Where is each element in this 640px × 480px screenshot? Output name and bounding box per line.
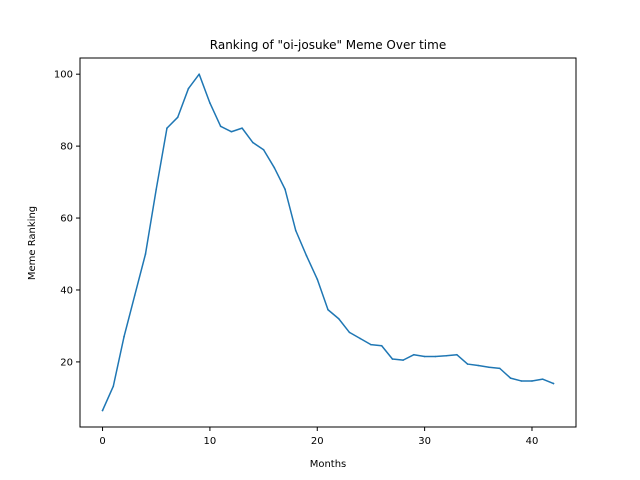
data-point bbox=[133, 294, 136, 297]
data-point bbox=[520, 380, 523, 382]
chart-title: Ranking of "oi-josuke" Meme Over time bbox=[210, 38, 446, 52]
data-point bbox=[144, 253, 147, 255]
data-point bbox=[498, 367, 501, 370]
data-point bbox=[413, 353, 415, 356]
data-point bbox=[241, 127, 243, 129]
y-axis-label: Meme Ranking bbox=[27, 206, 38, 280]
data-point bbox=[294, 229, 297, 232]
x-axis-label: Months bbox=[310, 459, 347, 470]
data-point bbox=[552, 382, 555, 385]
data-point bbox=[445, 354, 447, 357]
y-axis: 20 40 60 80 100 bbox=[54, 70, 80, 368]
data-point bbox=[230, 130, 233, 133]
x-tick-label: 0 bbox=[99, 436, 105, 447]
data-point bbox=[209, 102, 211, 104]
data-point bbox=[112, 385, 115, 388]
data-point bbox=[466, 363, 469, 365]
data-point bbox=[488, 366, 490, 369]
data-point bbox=[252, 141, 254, 144]
data-point bbox=[359, 337, 362, 340]
plot-area bbox=[101, 73, 555, 412]
data-point bbox=[284, 188, 286, 191]
data-point bbox=[531, 380, 533, 382]
data-point bbox=[123, 335, 125, 338]
data-point bbox=[456, 353, 458, 356]
data-point bbox=[316, 278, 319, 280]
data-point bbox=[176, 116, 179, 119]
data-point bbox=[423, 355, 426, 358]
data-point bbox=[380, 344, 383, 347]
data-point bbox=[402, 359, 404, 361]
data-point bbox=[262, 148, 265, 151]
data-point bbox=[391, 358, 394, 360]
axes-frame bbox=[79, 57, 577, 428]
data-point bbox=[305, 255, 308, 257]
data-point bbox=[166, 127, 168, 129]
data-point bbox=[434, 355, 437, 358]
data-point bbox=[187, 87, 190, 90]
data-point bbox=[370, 343, 372, 346]
x-tick-label: 10 bbox=[204, 436, 217, 447]
y-tick-label: 40 bbox=[60, 285, 73, 296]
x-tick-label: 30 bbox=[418, 436, 431, 447]
data-point bbox=[477, 364, 480, 367]
y-tick-label: 80 bbox=[60, 142, 73, 153]
data-point bbox=[198, 73, 200, 75]
data-point bbox=[155, 188, 158, 191]
data-point bbox=[541, 378, 544, 380]
y-tick-label: 20 bbox=[60, 357, 73, 368]
x-tick-label: 40 bbox=[526, 436, 539, 447]
x-tick-label: 20 bbox=[311, 436, 324, 447]
data-point bbox=[348, 331, 351, 334]
data-point bbox=[509, 377, 512, 379]
x-axis: 0 10 20 30 40 bbox=[99, 427, 538, 447]
data-point bbox=[101, 409, 104, 412]
y-tick-label: 60 bbox=[60, 214, 73, 225]
data-point bbox=[327, 308, 329, 311]
data-point bbox=[273, 166, 276, 169]
data-point bbox=[219, 125, 222, 128]
data-point bbox=[337, 317, 340, 320]
y-tick-label: 100 bbox=[54, 70, 73, 81]
